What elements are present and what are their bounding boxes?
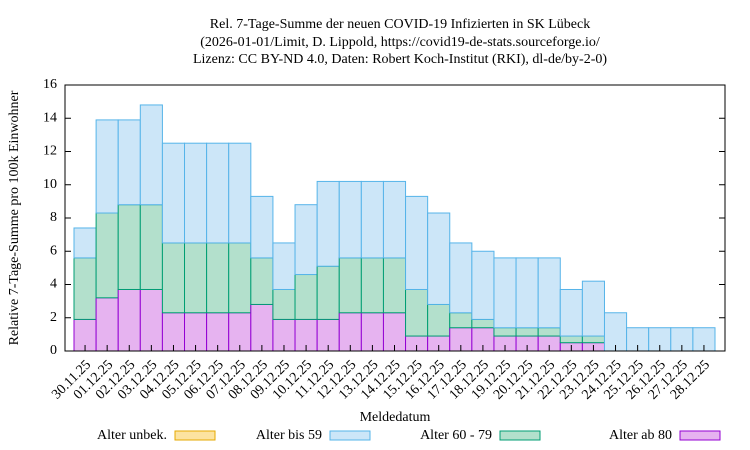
bar-segment [206,242,230,314]
bar-segment [95,119,119,214]
bar-segment [228,242,252,314]
bar-segment [139,288,163,352]
bar-segment [316,180,340,267]
x-axis-label: Meldedatum [360,410,431,425]
bar-segment [161,142,186,244]
y-tick-label: 6 [50,243,57,258]
y-tick-label: 2 [50,310,57,325]
bar-segment [316,265,340,320]
bar-segment [184,142,208,244]
chart-title: Lizenz: CC BY-ND 4.0, Daten: Robert Koch… [193,52,607,67]
legend-swatch [499,430,541,441]
bar-segment [117,204,141,290]
bar-segment [493,327,517,337]
bar-segment [73,227,97,259]
bar-segment [449,242,473,314]
bar-segment [73,257,97,320]
y-tick-label: 10 [43,177,57,192]
bar-segment [559,335,583,344]
y-tick-label: 12 [43,144,57,159]
plot-frame [64,84,726,352]
legend-swatch [679,430,721,441]
bar-segment [250,303,274,352]
bar-segment [161,242,186,314]
bar-segment [272,242,296,290]
chart-title: (2026-01-01/Limit, D. Lippold, https://c… [200,35,600,50]
y-tick-label: 16 [43,77,57,92]
bar-segment [493,257,517,329]
legend-swatch [174,430,216,441]
bar-segment [206,142,230,244]
bar-segment [250,257,274,305]
bar-segment [184,242,208,314]
bar-segment [405,195,429,290]
chart-title: Rel. 7-Tage-Summe der neuen COVID-19 Inf… [210,17,590,32]
bar-segment [294,274,318,320]
bar-segment [581,280,605,337]
bar-segment [338,180,362,259]
bar-segment [360,180,384,259]
bar-segment [471,318,495,329]
bar-segment [117,288,141,352]
bar-segment [294,204,318,276]
bar-segment [139,104,163,206]
bar-segment [382,257,407,314]
bar-segment [449,312,473,329]
y-axis-label: Relative 7-Tage-Summe pro 100k Einwohner [7,90,22,345]
legend-label: Alter unbek. [97,428,167,443]
y-tick-label: 0 [50,343,57,358]
bar-segment [228,142,252,244]
bar-segment [515,327,539,337]
y-tick-label: 4 [50,277,57,292]
bar-segment [537,327,561,337]
y-tick-label: 14 [43,110,57,125]
legend-label: Alter 60 - 79 [420,428,492,443]
bar-segment [382,180,407,259]
y-tick-label: 8 [50,210,57,225]
bar-segment [515,257,539,329]
bar-segment [427,303,451,337]
bar-segment [405,288,429,337]
bar-segment [338,257,362,314]
bar-segment [250,195,274,259]
bar-segment [360,257,384,314]
bar-segment [471,250,495,320]
bar-segment [559,288,583,337]
legend-swatch [329,430,371,441]
legend-label: Alter ab 80 [609,428,672,443]
bar-segment [427,212,451,305]
bar-segment [272,288,296,320]
bar-segment [139,204,163,290]
bar-segment [95,212,119,299]
bar-segment [117,119,141,206]
legend-label: Alter bis 59 [256,428,322,443]
bar-segment [537,257,561,329]
bar-segment [581,335,605,344]
bar-segment [95,297,119,352]
